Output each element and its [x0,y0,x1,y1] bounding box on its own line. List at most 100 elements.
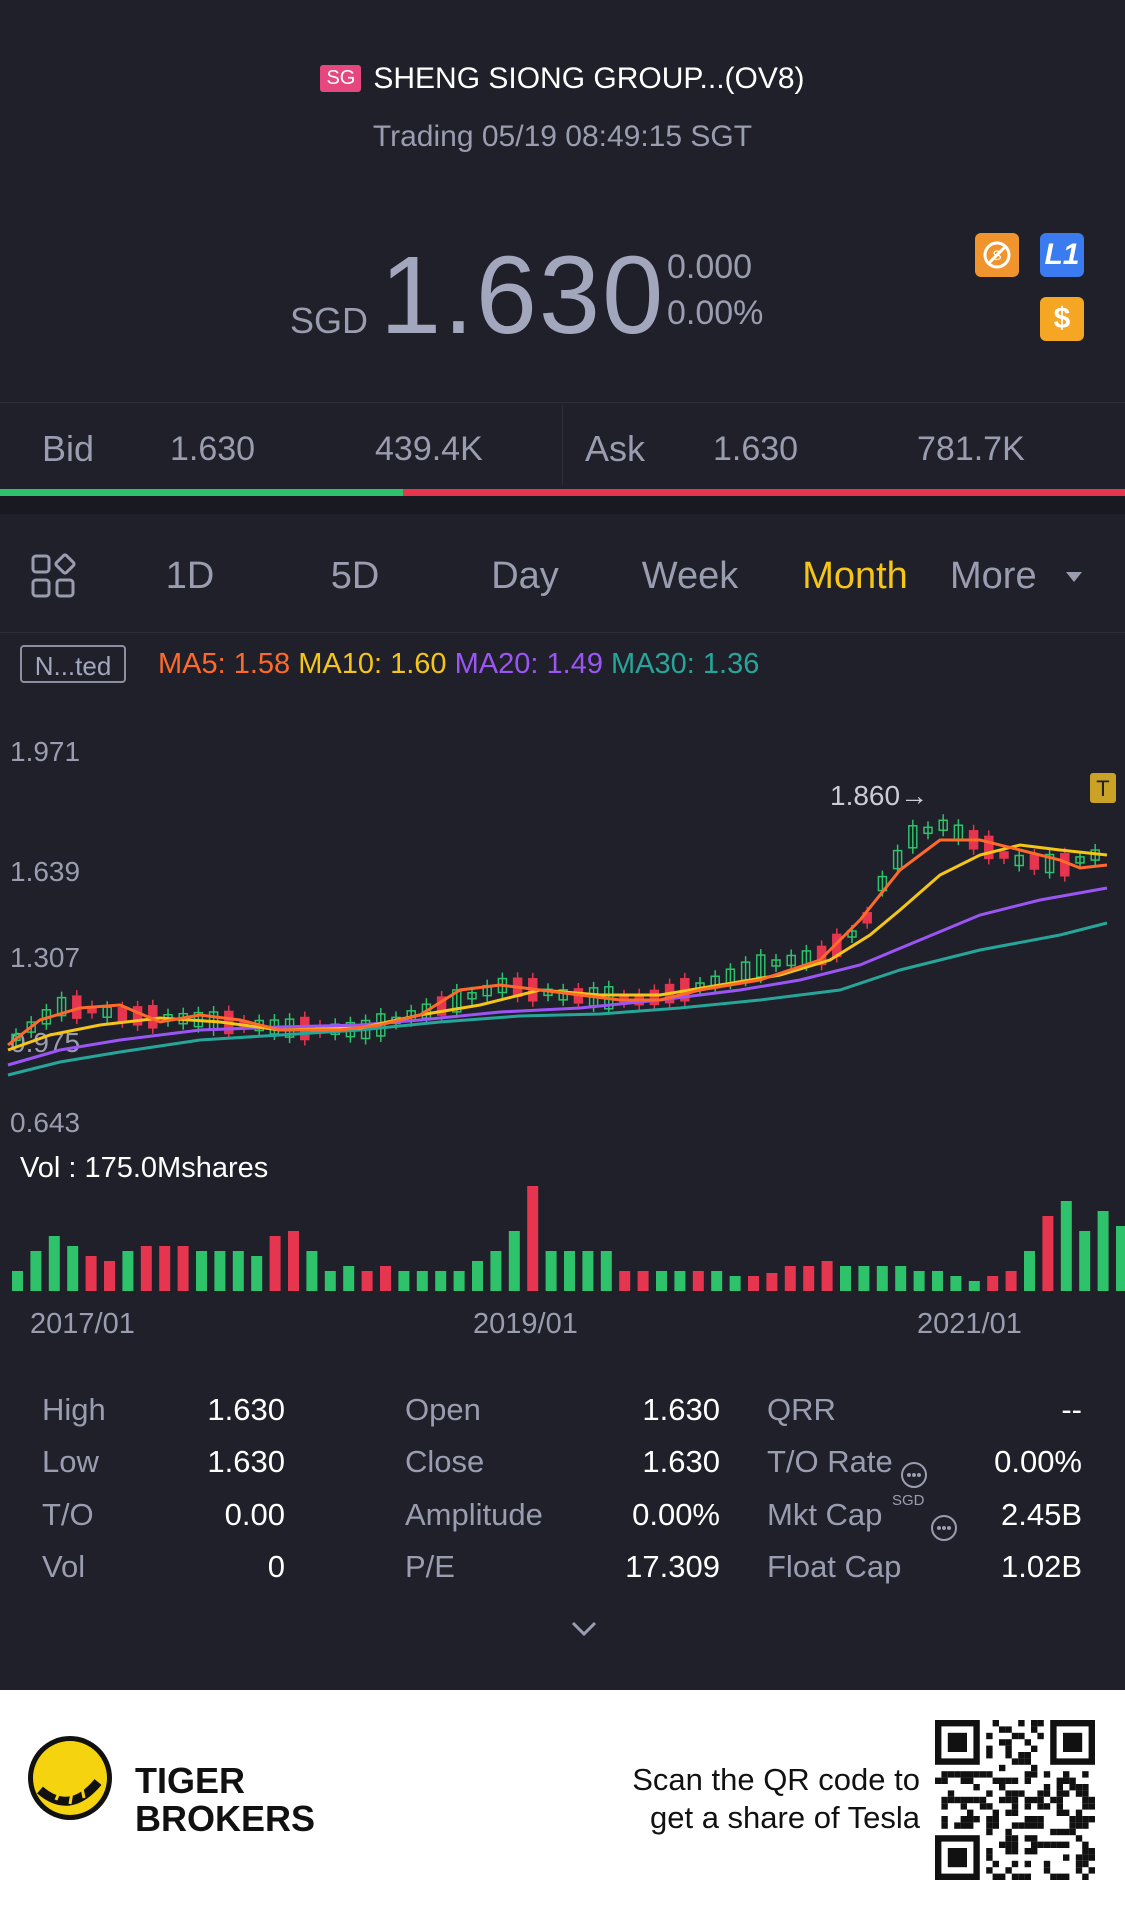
qr-module [967,1796,974,1804]
volume-bar [766,1273,778,1291]
qr-module [1075,1790,1083,1797]
dollar-icon[interactable]: $ [1040,297,1084,341]
qr-module [1037,1803,1044,1810]
qr-module [1031,1816,1038,1823]
x-tick-label: 2021/01 [917,1308,1022,1340]
stat-value: 1.630 [207,1444,285,1479]
qr-module [1018,1790,1025,1797]
ma5-value: MA5: 1.58 [158,648,291,680]
qr-module [960,1777,967,1784]
level1-icon[interactable]: L1 [1040,233,1084,277]
qr-module [1056,1828,1063,1836]
volume-bar [950,1276,962,1291]
volume-bar [1079,1231,1091,1291]
qr-module [1056,1790,1063,1797]
qr-module [1024,1752,1031,1759]
qr-module [986,1745,993,1752]
qr-module [1050,1828,1057,1836]
stat-label: Low [42,1444,99,1479]
qr-module [1024,1848,1031,1855]
tiger-logo-icon [28,1736,112,1820]
mkt-cap-unit: SGD [892,1492,925,1509]
qr-module [960,1796,967,1804]
volume-bar [876,1266,888,1291]
expand-chevron-icon[interactable] [570,1620,598,1643]
candle [452,989,462,1013]
qr-module [941,1822,948,1829]
qr-module [1056,1784,1063,1791]
qr-module [999,1841,1006,1848]
qr-module [967,1816,974,1823]
chevron-down-icon[interactable] [1064,570,1084,589]
tab-more[interactable]: More [950,555,1037,597]
qr-module [1011,1803,1019,1810]
qr-code[interactable] [935,1720,1095,1880]
qr-module [1088,1848,1095,1855]
qr-module [1082,1860,1089,1868]
volume-bar [453,1271,465,1291]
volume-bar [472,1261,483,1291]
qr-module [1082,1790,1089,1797]
qr-module [1005,1867,1012,1874]
volume-bar [895,1266,907,1291]
tab-5d[interactable]: 5D [330,555,380,597]
qr-module [941,1796,948,1804]
qr-module [1024,1803,1031,1810]
indicator-selector[interactable]: N...ted [20,645,126,683]
qr-module [1024,1873,1031,1880]
qr-module [973,1796,980,1804]
qr-module [1018,1720,1025,1727]
qr-module [999,1726,1006,1733]
qr-module [992,1822,999,1829]
volume-bar [913,1271,925,1291]
qr-module [1043,1860,1051,1868]
candle [999,851,1009,859]
qr-module [1088,1867,1095,1874]
stat-label: Float Cap [767,1549,902,1584]
tab-1d[interactable]: 1D [165,555,215,597]
layout-grid-icon[interactable] [30,553,76,599]
qr-module [1075,1784,1083,1791]
qr-module [986,1828,993,1836]
volume-bar [380,1266,391,1291]
bid-label: Bid [42,428,95,469]
qr-module [1056,1873,1063,1880]
qr-module [986,1854,993,1861]
qr-module [1075,1835,1083,1842]
qr-module [1082,1873,1089,1880]
stat-label: QRR [767,1392,836,1427]
tab-day[interactable]: Day [491,555,559,597]
qr-module [999,1784,1006,1791]
qr-module [1043,1803,1051,1810]
ask-label: Ask [585,428,646,469]
qr-module [992,1873,999,1880]
candle [1075,856,1085,864]
qr-module [1011,1732,1019,1740]
volume-bar [490,1251,502,1291]
qr-module [1011,1848,1019,1855]
qr-module [1024,1816,1031,1823]
tab-week[interactable]: Week [641,555,739,597]
qr-module [941,1803,948,1810]
stat-value: 0 [267,1549,285,1584]
qr-module [1056,1803,1063,1810]
price-chart[interactable]: 1.860→ T [0,760,1125,1080]
candle [908,825,918,849]
qr-module [947,1796,955,1804]
info-icon[interactable] [900,1461,928,1494]
volume-chart[interactable] [0,1185,1125,1295]
volume-bar [104,1261,115,1291]
candle [467,992,477,1000]
qr-module [1082,1796,1089,1804]
info-icon[interactable] [930,1514,958,1547]
candle [892,849,903,870]
qr-module [1082,1841,1089,1848]
qr-module [1069,1828,1076,1836]
no-short-icon[interactable]: S [975,233,1019,277]
qr-module [1031,1726,1038,1733]
qr-module [1031,1764,1038,1772]
tab-month[interactable]: Month [802,555,908,597]
qr-module [1069,1784,1076,1791]
qr-module [960,1822,967,1829]
volume-bar [1005,1271,1017,1291]
